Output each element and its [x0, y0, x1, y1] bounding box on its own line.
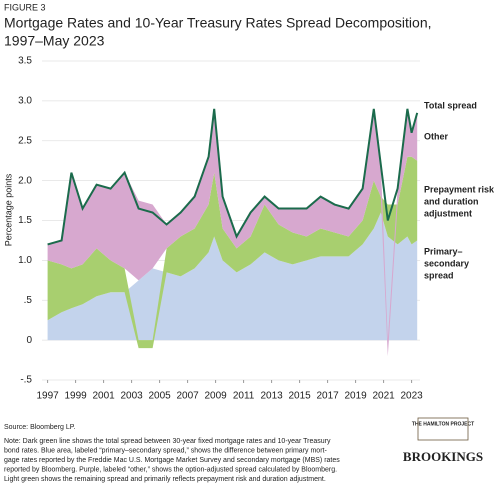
area — [47, 212, 418, 341]
note: Light green shows the remaining spread a… — [4, 476, 326, 483]
figure-label: FIGURE 3 — [4, 2, 46, 12]
area — [47, 156, 418, 349]
logo-bottom: BROOKINGS — [403, 449, 483, 464]
y-tick-label: 0 — [26, 335, 32, 346]
logo-frame — [417, 417, 469, 441]
legend-label: Primary– — [424, 246, 463, 256]
source: Source: Bloomberg LP. — [4, 424, 76, 431]
y-tick-label: 1.5 — [18, 215, 32, 226]
x-tick-label: 2017 — [316, 391, 339, 402]
note: gage rates reported by the Freddie Mac U… — [4, 457, 340, 464]
x-tick-label: 1999 — [64, 391, 87, 402]
chart-title: 1997–May 2023 — [4, 33, 105, 49]
total-line — [47, 108, 419, 246]
y-tick-label: -.5 — [20, 375, 32, 386]
legend-label: secondary — [424, 258, 469, 268]
x-tick-label: 2007 — [176, 391, 199, 402]
x-tick-label: 1997 — [36, 391, 59, 402]
note: bond rates. Blue area, labeled “primary–… — [4, 447, 327, 454]
y-axis-label: Percentage points — [3, 173, 13, 246]
legend-label: and duration — [424, 196, 479, 206]
note: reported by Bloomberg. Purple, labeled “… — [4, 466, 337, 473]
y-tick-label: 2.5 — [18, 135, 32, 146]
legend-label: Prepayment risk — [424, 184, 495, 194]
chart-title: Mortgage Rates and 10-Year Treasury Rate… — [4, 15, 432, 31]
x-tick-label: 2023 — [400, 391, 423, 402]
x-tick-label: 2003 — [120, 391, 143, 402]
x-tick-label: 2001 — [92, 391, 115, 402]
area — [47, 108, 418, 357]
legend-label: Total spread — [424, 100, 477, 110]
x-tick-label: 2021 — [372, 391, 395, 402]
x-tick-label: 2011 — [233, 391, 255, 402]
x-tick-label: 2015 — [288, 391, 311, 402]
x-tick-label: 2013 — [260, 391, 283, 402]
y-tick-label: 2.0 — [18, 175, 32, 186]
y-tick-label: .5 — [24, 295, 33, 306]
legend-label: Other — [424, 131, 449, 141]
legend-label: spread — [424, 270, 454, 280]
legend-label: adjustment — [424, 208, 472, 218]
y-tick-label: 1.0 — [18, 255, 32, 266]
y-tick-label: 3.0 — [18, 96, 32, 107]
x-tick-label: 2005 — [148, 391, 171, 402]
x-tick-label: 2019 — [344, 391, 367, 402]
y-tick-label: 3.5 — [18, 56, 32, 67]
note: Note: Dark green line shows the total sp… — [4, 438, 331, 445]
x-tick-label: 2009 — [204, 391, 227, 402]
logo-top: THE HAMILTON PROJECT — [412, 421, 474, 427]
